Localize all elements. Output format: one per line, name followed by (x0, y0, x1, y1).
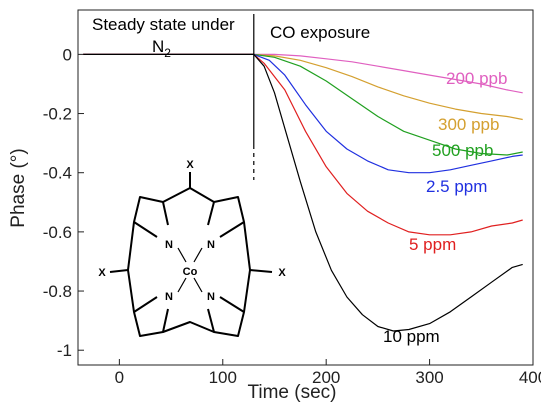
annotation-n2: N2 (152, 37, 171, 60)
y-tick-label: 0 (63, 45, 72, 64)
series-label-500ppb: 500 ppb (432, 141, 493, 160)
series-lines (83, 53, 523, 332)
series-label-2-5ppm: 2.5 ppm (426, 177, 487, 196)
x-tick-label: 300 (415, 368, 443, 387)
meso-bridge-bottom (162, 321, 215, 333)
annotation-co-exposure: CO exposure (270, 23, 370, 42)
substituent-bond-left (109, 269, 129, 273)
series-label-5ppm: 5 ppm (409, 235, 456, 254)
pyrrole-bottom-right (207, 296, 245, 337)
y-tick-label: -0.4 (43, 164, 72, 183)
annotation-n: N (152, 37, 164, 56)
annotation-n-subscript: 2 (164, 46, 171, 60)
nitrogen-bottom-right: N (207, 291, 215, 303)
nitrogen-top-left: N (165, 239, 173, 251)
substituent-top: X (186, 159, 194, 171)
porphyrin-molecule (109, 172, 273, 337)
y-axis-label: Phase (°) (8, 148, 29, 227)
series-label-200ppb: 200 ppb (446, 69, 507, 88)
series-label-300ppb: 300 ppb (438, 115, 499, 134)
cobalt-center: Co (183, 266, 198, 278)
annotation-steady-state: Steady state under (92, 15, 235, 34)
x-tick-label: 400 (519, 368, 541, 387)
plot-frame (77, 9, 534, 366)
nitrogen-bottom-left: N (165, 291, 173, 303)
coordination-bonds (177, 247, 203, 293)
substituent-right: X (278, 267, 286, 279)
pyrrole-top-right (207, 196, 245, 238)
y-tick-label: -1 (57, 341, 72, 360)
meso-bridge-top (162, 187, 215, 203)
pyrrole-top-left (133, 196, 169, 238)
series-line-5 (83, 53, 523, 332)
y-tick-label: -0.6 (43, 223, 72, 242)
x-tick-label: 100 (209, 368, 237, 387)
y-tick-label: -0.2 (43, 105, 72, 124)
pyrrole-bottom-left (133, 296, 169, 337)
axis-ticks (78, 53, 534, 365)
x-tick-label: 0 (115, 368, 124, 387)
tick-labels: 0 100 200 300 400 0 -0.2 -0.4 -0.6 -0.8 -1 (43, 45, 541, 387)
meso-bridge-right (243, 221, 251, 313)
x-tick-label: 200 (312, 368, 340, 387)
substituent-left: X (98, 267, 106, 279)
y-tick-label: -0.8 (43, 282, 72, 301)
series-label-10ppm: 10 ppm (383, 327, 440, 346)
x-axis-label: Time (sec) (247, 382, 336, 403)
substituent-bond-right (249, 269, 273, 273)
nitrogen-top-right: N (207, 239, 215, 251)
meso-bridge-left (127, 221, 135, 313)
